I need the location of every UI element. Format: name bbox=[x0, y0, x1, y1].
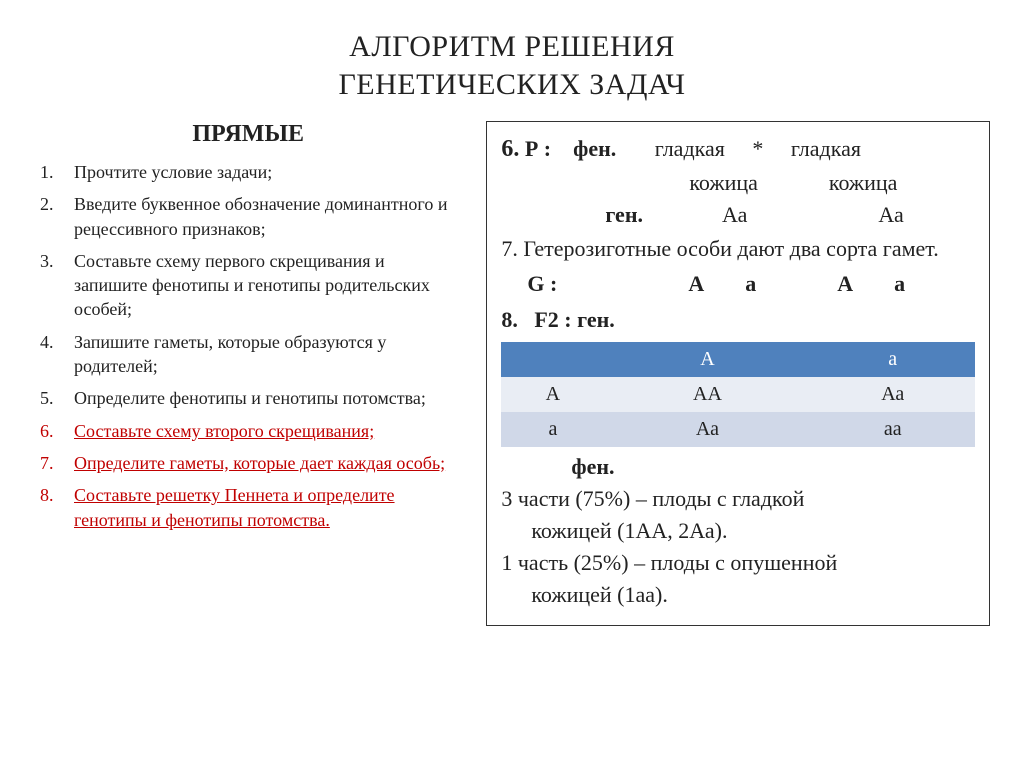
step-text-8: Составьте решетку Пеннета и определите г… bbox=[74, 485, 395, 529]
punnett-square: А а А АА Аа а Аа аа bbox=[501, 342, 975, 447]
p6-smooth1: гладкая bbox=[655, 136, 725, 161]
punnett-rowh-0: А bbox=[501, 377, 604, 412]
g-a4: а bbox=[894, 271, 905, 296]
p6-skin1: кожица bbox=[689, 170, 758, 195]
right-panel: 6. Р : фен. гладкая * гладкая кожица кож… bbox=[486, 121, 990, 626]
steps-list: Прочтите условие задачи; Введите буквенно… bbox=[34, 160, 462, 532]
p6-g1: Аа bbox=[722, 202, 747, 227]
title-line-2: ГЕНЕТИЧЕСКИХ ЗАДАЧ bbox=[338, 68, 685, 101]
p6-skin2: кожица bbox=[829, 170, 898, 195]
punnett-col-1: а bbox=[810, 342, 975, 377]
step-4: Запишите гаметы, которые образуются у ро… bbox=[74, 330, 462, 379]
punnett-cell-10: Аа bbox=[604, 412, 810, 447]
punnett-row-1: а Аа аа bbox=[501, 412, 975, 447]
p6-num: 6. bbox=[501, 136, 519, 162]
p6-gen: ген. bbox=[605, 202, 643, 227]
result-2a: 1 часть (25%) – плоды с опушенной bbox=[501, 547, 975, 579]
step-1: Прочтите условие задачи; bbox=[74, 160, 462, 184]
p6-row3: ген. Аа Аа bbox=[501, 199, 975, 231]
step-8: Составьте решетку Пеннета и определите г… bbox=[74, 483, 462, 532]
g-row: G : А а А а bbox=[501, 268, 975, 300]
title-line-1: АЛГОРИТМ РЕШЕНИЯ bbox=[349, 30, 675, 63]
p7: 7. Гетерозиготные особи дают два сорта г… bbox=[501, 233, 975, 265]
punnett-rowh-1: а bbox=[501, 412, 604, 447]
step-6: Составьте схему второго скрещивания; bbox=[74, 419, 462, 443]
g-a1: А bbox=[688, 271, 704, 296]
subheader: ПРЯМЫЕ bbox=[34, 121, 462, 148]
result-2b: кожицей (1аа). bbox=[501, 579, 975, 611]
p6-star: * bbox=[752, 136, 763, 161]
punnett-cell-01: Аа bbox=[810, 377, 975, 412]
step-2: Введите буквенное обозначение доминантно… bbox=[74, 192, 462, 241]
p6-label: Р : bbox=[525, 136, 551, 161]
p6-g2: Аа bbox=[878, 202, 903, 227]
step-7: Определите гаметы, которые дает каждая о… bbox=[74, 451, 462, 475]
step-3: Составьте схему первого скрещивания и за… bbox=[74, 249, 462, 322]
result-1a: 3 части (75%) – плоды с гладкой bbox=[501, 483, 975, 515]
punnett-cell-11: аа bbox=[810, 412, 975, 447]
p6-row1: 6. Р : фен. гладкая * гладкая bbox=[501, 132, 975, 167]
p6-row2: кожица кожица bbox=[501, 167, 975, 199]
punnett-cell-00: АА bbox=[604, 377, 810, 412]
fen-label: фен. bbox=[501, 451, 975, 483]
g-a3: А bbox=[837, 271, 853, 296]
p8: 8. F2 : ген. bbox=[501, 304, 975, 336]
punnett-col-0: А bbox=[604, 342, 810, 377]
content-columns: ПРЯМЫЕ Прочтите условие задачи; Введите б… bbox=[34, 121, 990, 626]
step-text-7: Определите гаметы, которые дает каждая о… bbox=[74, 453, 445, 473]
p6-fen: фен. bbox=[573, 136, 616, 161]
fen-text: фен. bbox=[571, 454, 614, 479]
punnett-row-0: А АА Аа bbox=[501, 377, 975, 412]
p6-smooth2: гладкая bbox=[791, 136, 861, 161]
p8-text: 8. F2 : ген. bbox=[501, 307, 614, 332]
left-column: ПРЯМЫЕ Прочтите условие задачи; Введите б… bbox=[34, 121, 462, 626]
result-1b: кожицей (1АА, 2Аа). bbox=[501, 515, 975, 547]
step-5: Определите фенотипы и генотипы потомства… bbox=[74, 386, 462, 410]
punnett-blank bbox=[501, 342, 604, 377]
g-label: G : bbox=[527, 271, 557, 296]
g-a2: а bbox=[745, 271, 756, 296]
step-text-6: Составьте схему второго скрещивания; bbox=[74, 421, 374, 441]
page-title: АЛГОРИТМ РЕШЕНИЯ ГЕНЕТИЧЕСКИХ ЗАДАЧ bbox=[34, 28, 990, 103]
